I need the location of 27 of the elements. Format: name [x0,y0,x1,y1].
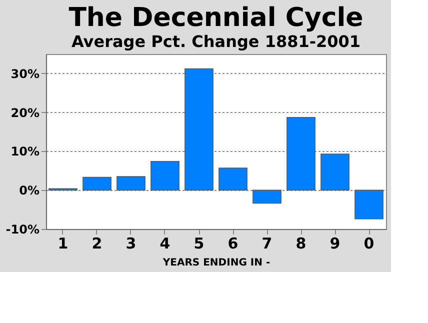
x-tick-label: 1 [58,234,68,252]
x-tick-label: 8 [296,234,306,252]
bar [116,176,146,190]
chart-subtitle: Average Pct. Change 1881-2001 [71,32,361,51]
y-tick-label: 10% [10,144,40,159]
x-tick-label: 0 [364,234,374,252]
bar [252,190,282,204]
y-tick-label: 30% [10,66,40,81]
x-tick-label: 3 [126,234,136,252]
bar [82,176,112,190]
chart-title: The Decennial Cycle [68,3,364,33]
bar [218,168,248,190]
y-tick-label: 20% [10,106,40,120]
x-tick-label: 5 [194,234,204,252]
x-tick-label: 7 [262,234,272,252]
y-tick-label: -10% [6,222,40,236]
bar [150,160,180,190]
bar [354,190,384,220]
x-tick-label: 4 [160,234,170,252]
y-tick-label: 0% [19,184,40,198]
x-tick-label: 6 [228,234,238,252]
x-tick-label: 2 [92,234,102,252]
x-tick-label: 9 [330,234,340,252]
bar [320,154,350,190]
bar [286,117,316,190]
bar [184,68,214,190]
x-axis-title: YEARS ENDING IN - [162,258,270,268]
